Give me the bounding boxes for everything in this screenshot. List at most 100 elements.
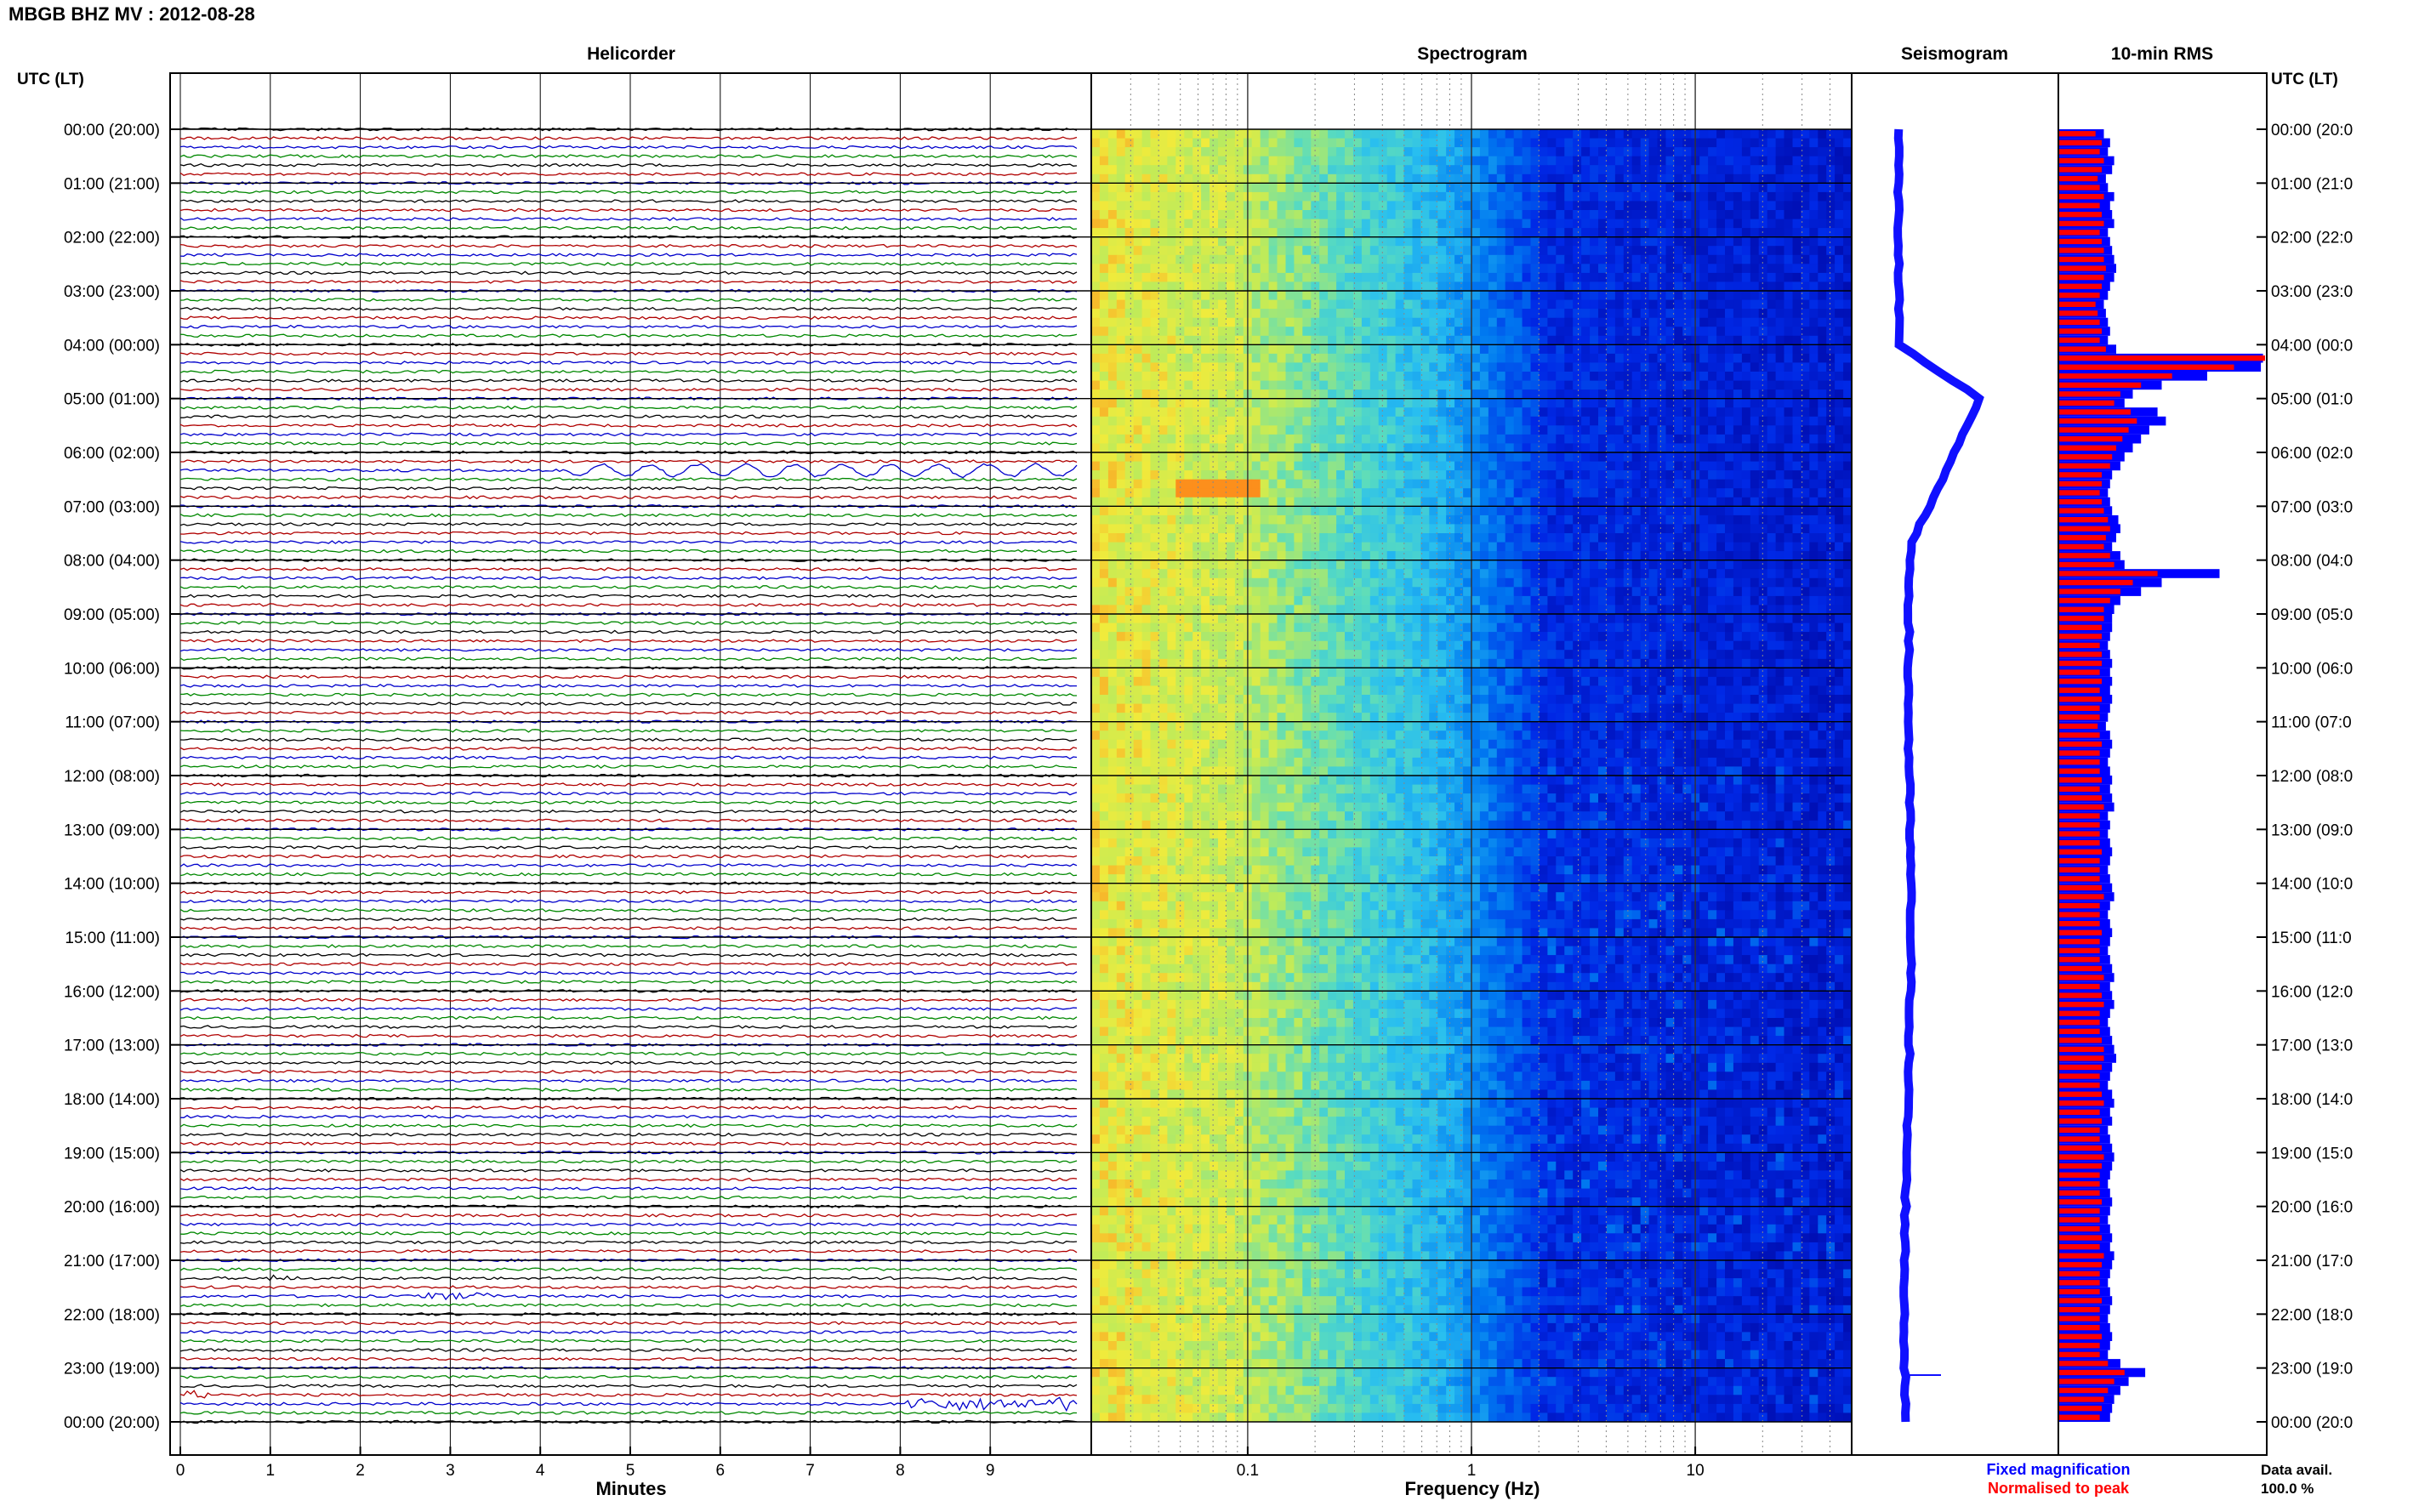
spectrogram-cell	[1496, 165, 1506, 175]
spectrogram-cell	[1260, 291, 1270, 300]
spectrogram-cell	[1590, 551, 1599, 561]
spectrogram-cell	[1201, 569, 1210, 579]
spectrogram-cell	[1192, 228, 1202, 238]
spectrogram-cell	[1564, 183, 1574, 193]
spectrogram-cell	[1210, 569, 1219, 579]
spectrogram-cell	[1775, 614, 1785, 623]
spectrogram-cell	[1463, 461, 1472, 471]
spectrogram-cell	[1251, 173, 1261, 184]
spectrogram-cell	[1412, 317, 1421, 327]
spectrogram-cell	[1218, 156, 1227, 166]
spectrogram-cell	[1454, 551, 1464, 561]
spectrogram-cell	[1192, 353, 1202, 363]
spectrogram-cell	[1361, 173, 1371, 184]
spectrogram-cell	[1725, 533, 1734, 543]
spectrogram-cell	[1133, 416, 1143, 426]
spectrogram-cell	[1809, 219, 1819, 229]
spectrogram-cell	[1539, 569, 1548, 579]
spectrogram-cell	[1446, 497, 1455, 507]
spectrogram-cell	[1614, 309, 1625, 319]
spectrogram-cell	[1496, 416, 1506, 426]
spectrogram-cell	[1328, 443, 1337, 453]
spectrogram-cell	[1386, 533, 1397, 543]
spectrogram-cell	[1158, 542, 1168, 552]
spectrogram-cell	[1826, 281, 1836, 292]
spectrogram-cell	[1107, 372, 1118, 381]
spectrogram-cell	[1539, 309, 1548, 319]
spectrogram-cell	[1158, 191, 1168, 202]
spectrogram-cell	[1682, 264, 1692, 274]
spectrogram-cell	[1547, 138, 1557, 148]
spectrogram-cell	[1665, 353, 1675, 363]
spectrogram-cell	[1175, 138, 1185, 148]
spectrogram-cell	[1218, 201, 1227, 211]
spectrogram-cell	[1429, 542, 1438, 552]
spectrogram-cell	[1369, 461, 1380, 471]
spectrogram-cell	[1446, 299, 1455, 310]
spectrogram-cell	[1556, 587, 1565, 597]
spectrogram-cell	[1201, 416, 1210, 426]
spectrogram-cell	[1446, 264, 1455, 274]
spectrogram-cell	[1158, 524, 1168, 534]
spectrogram-cell	[1150, 524, 1159, 534]
spectrogram-cell	[1564, 569, 1574, 579]
spectrogram-cell	[1539, 443, 1548, 453]
spectrogram-cell	[1479, 254, 1489, 264]
spectrogram-cell	[1758, 425, 1768, 435]
spectrogram-cell	[1167, 470, 1176, 480]
spectrogram-cell	[1623, 183, 1633, 193]
spectrogram-cell	[1699, 605, 1709, 615]
spectrogram-cell	[1598, 542, 1608, 552]
spectrogram-cell	[1294, 210, 1303, 219]
spectrogram-cell	[1716, 236, 1726, 247]
spectrogram-cell	[1792, 560, 1801, 570]
spectrogram-cell	[1361, 299, 1371, 310]
spectrogram-cell	[1623, 147, 1633, 157]
spectrogram-cell	[1192, 138, 1202, 148]
spectrogram-cell	[1598, 533, 1608, 543]
spectrogram-cell	[1479, 264, 1489, 274]
spectrogram-cell	[1479, 595, 1489, 605]
spectrogram-cell	[1124, 443, 1135, 453]
spectrogram-cell	[1260, 416, 1270, 426]
spectrogram-cell	[1631, 173, 1642, 184]
spectrogram-cell	[1124, 425, 1135, 435]
spectrogram-cell	[1319, 434, 1329, 444]
spectrogram-cell	[1750, 138, 1760, 148]
spectrogram-cell	[1573, 183, 1582, 193]
spectrogram-cell	[1505, 488, 1515, 498]
spectrogram-cell	[1665, 291, 1675, 300]
spectrogram-cell	[1218, 380, 1227, 390]
spectrogram-cell	[1141, 191, 1152, 202]
spectrogram-cell	[1733, 506, 1743, 516]
spectrogram-cell	[1150, 362, 1159, 372]
spectrogram-cell	[1479, 551, 1489, 561]
spectrogram-cell	[1268, 281, 1278, 292]
spectrogram-cell	[1463, 210, 1472, 219]
spectrogram-cell	[1775, 272, 1785, 282]
spectrogram-cell	[1640, 219, 1650, 229]
spectrogram-cell	[1378, 398, 1388, 408]
spectrogram-cell	[1218, 353, 1227, 363]
spectrogram-cell	[1158, 533, 1168, 543]
spectrogram-cell	[1581, 398, 1591, 408]
spectrogram-cell	[1505, 344, 1515, 355]
spectrogram-cell	[1158, 138, 1168, 148]
spectrogram-cell	[1420, 299, 1430, 310]
spectrogram-cell	[1201, 281, 1210, 292]
spectrogram-cell	[1446, 362, 1455, 372]
spectrogram-cell	[1674, 416, 1683, 426]
spectrogram-cell	[1099, 362, 1109, 372]
spectrogram-cell	[1581, 614, 1591, 623]
spectrogram-cell	[1226, 560, 1236, 570]
spectrogram-cell	[1260, 452, 1270, 462]
spectrogram-cell	[1446, 470, 1455, 480]
spectrogram-cell	[1352, 524, 1363, 534]
spectrogram-cell	[1294, 380, 1303, 390]
spectrogram-cell	[1395, 344, 1405, 355]
spectrogram-cell	[1302, 479, 1312, 489]
spectrogram-cell	[1699, 443, 1709, 453]
spectrogram-cell	[1767, 425, 1777, 435]
spectrogram-cell	[1674, 344, 1683, 355]
spectrogram-cell	[1395, 246, 1405, 256]
